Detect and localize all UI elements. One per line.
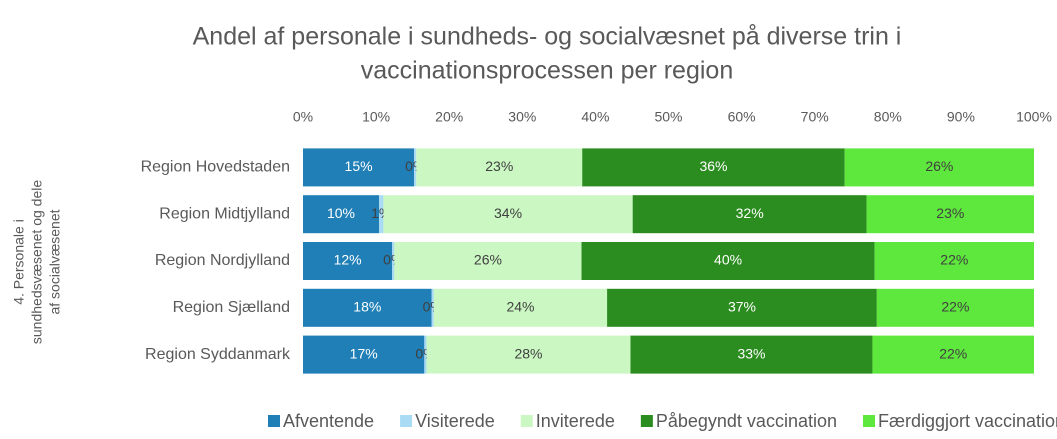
bar-segment: [414, 148, 417, 187]
category-label: Region Nordjylland: [155, 252, 290, 269]
bar-segment: [844, 148, 1034, 187]
value-label: 32%: [736, 205, 764, 221]
category-label: Region Syddanmark: [145, 346, 291, 363]
x-tick-label: 70%: [801, 109, 829, 125]
bar-segment: [416, 148, 583, 187]
legend-label: Færdiggjort vaccination: [878, 411, 1057, 431]
value-label: 22%: [939, 345, 967, 361]
x-tick-label: 80%: [874, 109, 902, 125]
value-label: 17%: [350, 345, 378, 361]
value-label: 12%: [334, 252, 362, 268]
value-label: 15%: [345, 158, 373, 174]
x-tick-label: 90%: [947, 109, 975, 125]
value-label: 23%: [485, 158, 513, 174]
x-tick-label: 20%: [435, 109, 463, 125]
chart-title: Andel af personale i sundheds- og social…: [193, 23, 902, 51]
bar-segment: [303, 242, 393, 280]
legend-swatch: [520, 415, 533, 427]
value-label: 10%: [327, 205, 355, 221]
value-label: 37%: [728, 299, 756, 315]
value-label: 40%: [714, 252, 742, 268]
x-tick-label: 40%: [581, 109, 609, 125]
value-label: 36%: [699, 158, 727, 174]
x-tick-label: 50%: [654, 109, 682, 125]
value-label: 18%: [353, 299, 381, 315]
bar-segment: [630, 335, 873, 374]
x-tick-label: 10%: [362, 109, 390, 125]
category-label: Region Hovedstaden: [141, 159, 290, 176]
bar-segment: [426, 335, 631, 374]
x-tick-label: 60%: [728, 109, 756, 125]
bar-segment: [433, 288, 608, 327]
legend-label: Visiterede: [415, 411, 495, 431]
bar-segment: [383, 195, 633, 234]
bar-segment: [431, 288, 434, 327]
legend-swatch: [862, 415, 875, 427]
legend-label: Inviterede: [536, 411, 615, 431]
legend-label: Afventende: [283, 411, 374, 431]
bar-segment: [607, 288, 877, 327]
value-label: 22%: [941, 299, 969, 315]
bar-segment: [394, 242, 582, 280]
bar-segment: [424, 335, 427, 374]
chart-title: vaccinationsprocessen per region: [361, 57, 733, 85]
y-axis-label: 4. Personale i: [11, 219, 27, 305]
bar-segment: [866, 195, 1034, 234]
legend-swatch: [640, 415, 653, 427]
x-tick-label: 30%: [508, 109, 536, 125]
bar-segment: [392, 242, 395, 280]
bar-segment: [303, 195, 380, 234]
bar-segment: [632, 195, 867, 234]
value-label: 22%: [940, 252, 968, 268]
legend-label: Påbegyndt vaccination: [656, 411, 837, 431]
bar-segment: [872, 335, 1034, 374]
bar-segment: [874, 242, 1034, 280]
value-label: 26%: [474, 252, 502, 268]
bar-segment: [876, 288, 1034, 327]
value-label: 34%: [494, 205, 522, 221]
legend-swatch: [268, 415, 280, 427]
bar-segment: [303, 288, 432, 327]
bar-segment: [582, 148, 845, 187]
y-axis-label: sundhedsvæsenet og dele: [29, 180, 45, 344]
value-label: 24%: [506, 299, 534, 315]
value-label: 28%: [514, 345, 542, 361]
bar-segment: [379, 195, 384, 234]
category-label: Region Midtjylland: [159, 205, 290, 222]
value-label: 26%: [925, 158, 953, 174]
legend-swatch: [400, 415, 413, 427]
category-label: Region Sjælland: [173, 299, 290, 316]
value-label: 33%: [737, 345, 765, 361]
bar-segment: [303, 148, 415, 187]
bar-segment: [581, 242, 875, 280]
x-tick-label: 0%: [293, 109, 313, 125]
bar-segment: [303, 335, 425, 374]
x-tick-label: 100%: [1016, 109, 1052, 125]
value-label: 23%: [936, 205, 964, 221]
y-axis-label: af socialvæsenet: [47, 209, 63, 314]
